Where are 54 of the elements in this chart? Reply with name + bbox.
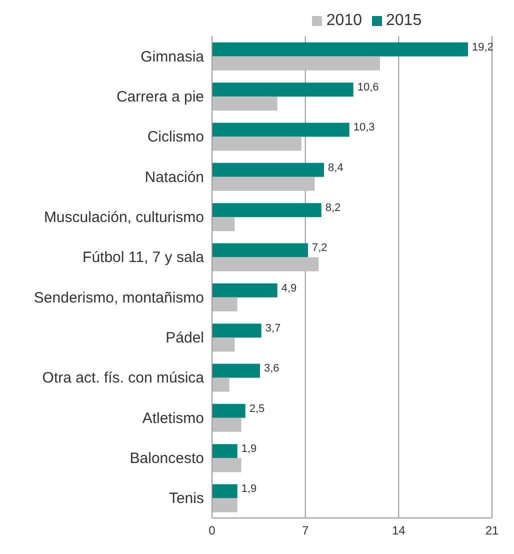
bar [212,404,246,418]
y-tick-label: Baloncesto [130,450,204,468]
data-label: 8,2 [325,202,341,214]
data-label: 1,9 [241,483,257,496]
data-label: 4,9 [281,282,297,294]
y-tick-label: Fútbol 11, 7 y sala [82,249,205,266]
y-tick-label: Senderismo, montañismo [34,289,204,306]
bar [212,484,238,498]
bar [212,283,278,298]
bar [212,42,468,56]
data-label: 1,9 [241,443,257,455]
y-tick-label: Natación [144,168,204,186]
x-tick-label: 21 [485,524,499,538]
data-label: 19,2 [472,41,494,54]
data-label: 2,5 [249,402,265,415]
bar [212,378,230,392]
data-label: 7,2 [312,242,328,254]
bar [212,96,278,111]
bar [212,136,302,151]
x-tick-label: 7 [302,524,309,538]
x-tick-label: 0 [208,524,216,538]
bar [212,243,308,258]
bar [212,257,319,272]
legend-label: 2015 [386,12,422,29]
bar [212,338,235,352]
data-label: 8,4 [328,162,344,174]
bar [212,364,260,378]
x-tick-label: 14 [392,524,406,538]
bar [212,498,238,512]
bar [212,56,380,70]
bar [212,176,315,191]
bar [212,418,242,432]
y-tick-label: Gimnasia [140,48,205,66]
data-label: 10,3 [353,122,375,134]
y-tick-label: Atletismo [142,410,204,427]
y-tick-label: Musculación, culturismo [44,209,204,226]
y-tick-label: Tenis [168,490,204,508]
bar [212,82,354,97]
y-tick-label: Ciclismo [147,128,204,146]
bar [212,297,238,312]
bar [212,122,350,137]
data-label: 3,6 [264,362,280,375]
y-tick-label: Carrera a pie [116,88,204,106]
bar [212,458,242,472]
bar [212,217,235,232]
data-label: 3,7 [265,322,281,334]
legend-label: 2010 [326,12,362,29]
bar [212,203,322,218]
bar [212,162,324,177]
y-tick-label: Pádel [166,330,204,347]
bar [212,324,262,338]
bar [212,444,238,458]
y-tick-label: Otra act. fís. con música [42,370,205,387]
data-label: 10,6 [357,82,379,94]
